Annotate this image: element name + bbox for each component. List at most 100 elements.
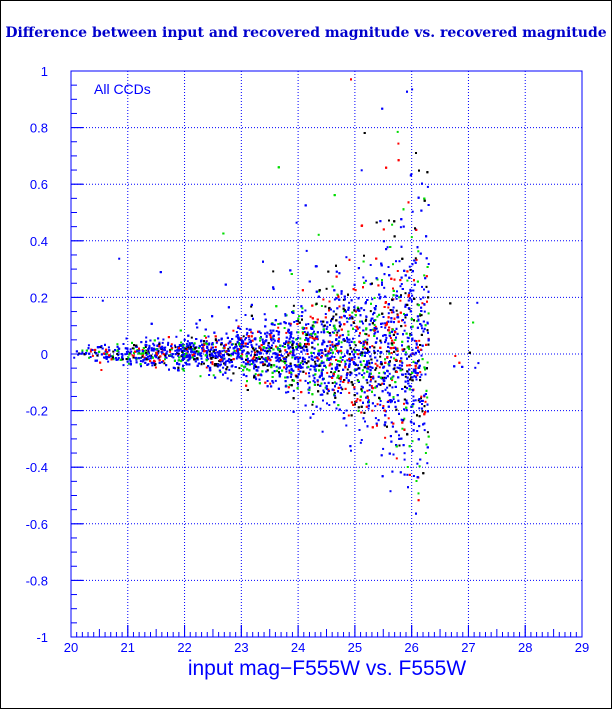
data-point	[421, 344, 424, 347]
data-point	[246, 389, 249, 391]
data-point	[345, 376, 348, 379]
data-point	[252, 359, 255, 362]
data-point	[420, 333, 423, 336]
data-point	[238, 348, 240, 351]
data-point	[277, 333, 280, 336]
data-point	[290, 371, 293, 374]
data-point	[359, 441, 362, 444]
data-point	[270, 339, 273, 342]
data-point	[384, 301, 387, 304]
data-point	[132, 347, 135, 350]
data-point	[357, 353, 359, 356]
data-point	[408, 292, 411, 295]
data-point	[284, 313, 287, 316]
data-point	[291, 343, 294, 346]
data-point	[316, 359, 319, 362]
data-point	[279, 359, 282, 362]
data-point	[187, 347, 190, 350]
data-point	[221, 360, 224, 363]
data-point	[454, 355, 457, 357]
data-point	[251, 357, 254, 360]
data-point	[404, 385, 407, 388]
data-point	[318, 354, 321, 357]
data-point	[424, 368, 426, 371]
data-point	[415, 228, 418, 231]
data-point	[85, 352, 88, 354]
data-point	[358, 309, 361, 312]
data-point	[416, 246, 419, 249]
data-point	[368, 362, 371, 365]
data-point	[305, 372, 307, 375]
data-point	[360, 411, 363, 414]
data-point	[408, 368, 411, 371]
data-point	[110, 358, 113, 361]
data-point	[321, 349, 324, 352]
data-point	[413, 283, 416, 286]
data-point	[126, 360, 129, 363]
data-point	[307, 391, 310, 394]
data-point	[121, 358, 124, 361]
data-point	[360, 307, 363, 310]
data-point	[328, 404, 331, 406]
data-point	[288, 340, 291, 343]
data-point	[116, 353, 119, 355]
data-point	[423, 274, 426, 277]
data-point	[324, 348, 327, 351]
data-point	[226, 336, 229, 339]
data-point	[283, 360, 286, 363]
data-point	[192, 345, 195, 348]
data-point	[315, 405, 318, 408]
data-point	[309, 416, 312, 419]
data-point	[425, 257, 428, 260]
data-point	[401, 421, 404, 424]
data-point	[358, 326, 361, 329]
data-point	[316, 331, 319, 334]
data-point	[199, 375, 202, 378]
data-point	[313, 381, 316, 384]
data-point	[332, 374, 335, 377]
data-point	[408, 265, 411, 268]
data-point	[191, 354, 194, 357]
data-point	[186, 340, 189, 343]
data-point	[367, 401, 370, 404]
data-point	[423, 422, 426, 425]
data-point	[385, 350, 388, 353]
data-point	[355, 374, 358, 377]
data-point	[248, 363, 251, 366]
data-point	[343, 354, 346, 357]
data-point	[237, 353, 240, 356]
data-point	[371, 328, 374, 331]
data-point	[396, 130, 399, 133]
data-point	[381, 376, 384, 379]
data-point	[311, 403, 314, 406]
data-point	[131, 347, 134, 350]
data-point	[201, 343, 204, 346]
data-point	[307, 382, 310, 385]
data-point	[335, 275, 338, 278]
data-point	[385, 166, 388, 169]
data-point	[228, 346, 231, 349]
data-point	[327, 381, 330, 384]
data-point	[378, 366, 381, 369]
data-point	[258, 351, 261, 354]
data-point	[320, 371, 323, 374]
data-point	[332, 310, 335, 313]
data-point	[211, 363, 214, 366]
data-point	[410, 236, 413, 239]
data-point	[191, 356, 194, 359]
data-point	[370, 302, 372, 305]
data-point	[265, 347, 268, 350]
data-point	[367, 367, 370, 370]
data-point	[303, 331, 306, 333]
data-point	[411, 325, 414, 328]
data-point	[352, 403, 355, 406]
data-point	[392, 294, 395, 297]
data-point	[266, 360, 268, 363]
data-point	[362, 260, 365, 263]
data-point	[250, 314, 253, 317]
data-point	[164, 355, 167, 358]
data-point	[344, 366, 347, 369]
data-point	[324, 353, 327, 356]
data-point	[118, 257, 121, 260]
data-point	[362, 329, 365, 332]
